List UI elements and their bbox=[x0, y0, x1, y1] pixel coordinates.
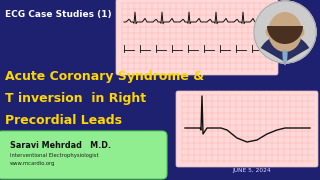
Text: ECG Case Studies (1): ECG Case Studies (1) bbox=[5, 10, 112, 19]
FancyBboxPatch shape bbox=[116, 0, 278, 75]
Ellipse shape bbox=[266, 28, 270, 36]
FancyBboxPatch shape bbox=[176, 91, 318, 167]
Circle shape bbox=[254, 1, 316, 63]
Text: T inversion  in Right: T inversion in Right bbox=[5, 92, 146, 105]
FancyBboxPatch shape bbox=[0, 131, 167, 179]
Text: www.mcardio.org: www.mcardio.org bbox=[10, 161, 55, 166]
Wedge shape bbox=[261, 34, 309, 62]
Text: Saravi Mehrdad   M.D.: Saravi Mehrdad M.D. bbox=[10, 141, 111, 150]
Polygon shape bbox=[283, 50, 287, 65]
Text: Acute Coronary Syndrome &: Acute Coronary Syndrome & bbox=[5, 70, 204, 83]
Ellipse shape bbox=[300, 28, 305, 36]
Wedge shape bbox=[267, 26, 303, 44]
Text: Interventional Electrophysiologist: Interventional Electrophysiologist bbox=[10, 153, 99, 158]
Ellipse shape bbox=[268, 12, 302, 52]
Text: JUNE 5, 2024: JUNE 5, 2024 bbox=[232, 168, 271, 173]
Text: Precordial Leads: Precordial Leads bbox=[5, 114, 122, 127]
